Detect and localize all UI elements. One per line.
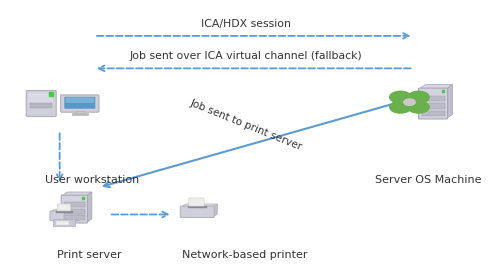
Bar [64,215,85,220]
FancyBboxPatch shape [28,92,53,103]
FancyBboxPatch shape [419,88,447,119]
Text: Job sent to print server: Job sent to print server [189,98,304,152]
Polygon shape [62,192,92,196]
Circle shape [404,99,415,105]
Bar [72,113,88,115]
Text: Job sent over ICA virtual channel (fallback): Job sent over ICA virtual channel (fallb… [130,51,363,61]
FancyBboxPatch shape [180,206,214,217]
Text: Print server: Print server [57,250,122,260]
FancyBboxPatch shape [61,195,87,223]
Circle shape [390,101,411,113]
Circle shape [390,91,411,103]
Bar [422,96,444,101]
Bar [30,103,52,105]
FancyBboxPatch shape [189,198,204,206]
Bar [64,209,85,214]
Polygon shape [78,209,82,220]
FancyBboxPatch shape [53,220,75,227]
Text: ICA/HDX session: ICA/HDX session [201,19,291,29]
Polygon shape [181,204,218,207]
FancyBboxPatch shape [64,97,95,109]
FancyBboxPatch shape [65,97,94,103]
Polygon shape [446,85,452,118]
Text: Network-based printer: Network-based printer [183,250,308,260]
FancyBboxPatch shape [61,95,99,112]
Text: Server OS Machine: Server OS Machine [375,175,482,185]
Bar [57,211,73,212]
Polygon shape [51,209,82,211]
Bar [76,111,84,114]
Bar [64,202,85,207]
FancyBboxPatch shape [58,204,70,211]
Bar [422,103,444,109]
FancyBboxPatch shape [50,211,79,221]
Circle shape [408,101,429,113]
Bar [187,206,207,208]
Bar [56,221,69,225]
Polygon shape [87,192,92,222]
FancyBboxPatch shape [26,91,56,116]
Polygon shape [420,85,452,89]
Text: User workstation: User workstation [45,175,139,185]
Polygon shape [213,204,218,217]
Circle shape [408,91,429,103]
Bar [422,111,444,116]
Bar [30,106,52,109]
